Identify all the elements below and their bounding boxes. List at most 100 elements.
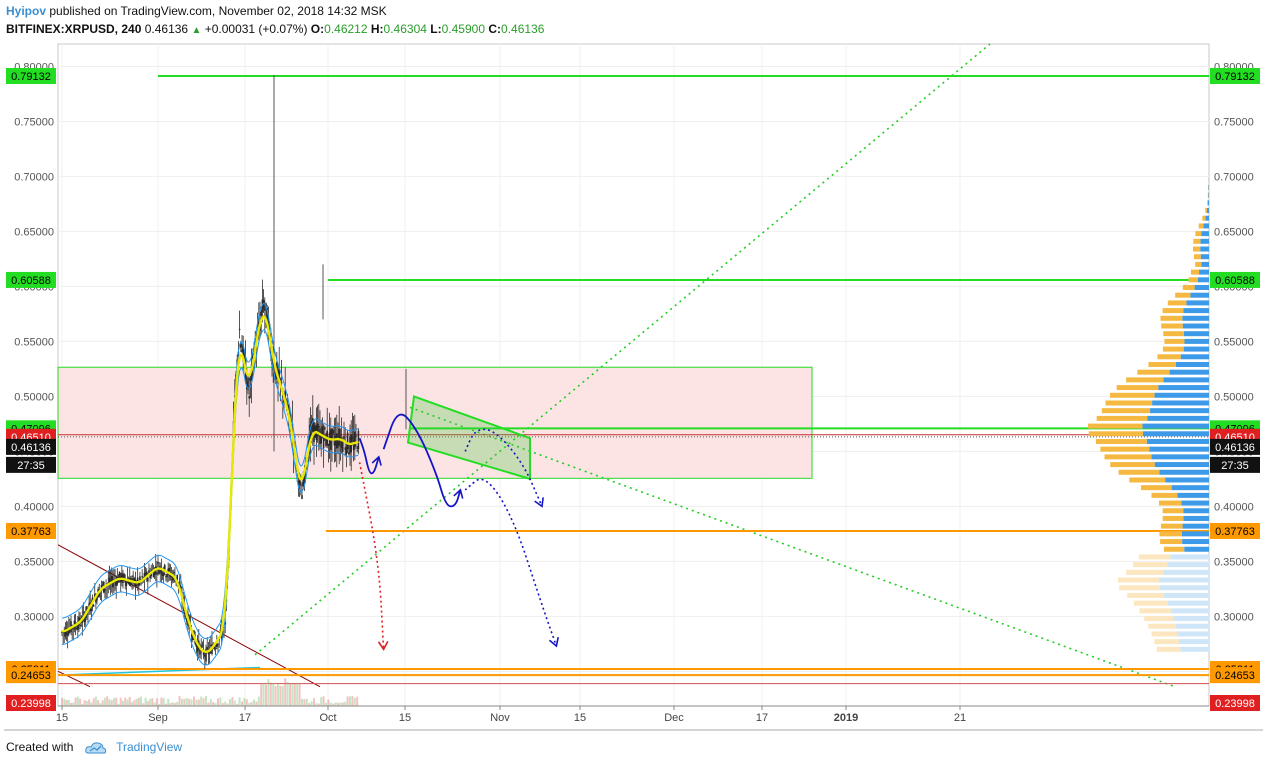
candle-body <box>204 654 206 657</box>
close-label: C: <box>488 22 502 36</box>
volume-bar <box>92 698 95 706</box>
volume-profile-bar-sell <box>1195 261 1202 267</box>
candle-body <box>82 612 85 614</box>
volume-bar <box>155 698 158 706</box>
volume-profile-bar-buy <box>1199 269 1209 275</box>
volume-profile-bar-buy <box>1142 431 1209 437</box>
candle-body <box>165 576 167 577</box>
volume-bar <box>106 696 109 706</box>
y-tick-label-right: 0.65000 <box>1214 226 1254 238</box>
candle-body <box>104 588 106 591</box>
volume-bar <box>320 696 323 706</box>
volume-bar <box>197 699 200 706</box>
volume-profile-bar-buy <box>1184 546 1209 552</box>
volume-bar <box>160 697 163 706</box>
volume-bar <box>63 698 66 706</box>
volume-bar <box>90 702 93 706</box>
low-value: 0.45900 <box>441 22 485 36</box>
volume-bar <box>329 702 332 706</box>
y-tick-label-right: 0.50000 <box>1214 391 1254 403</box>
y-tick-label-left: 0.75000 <box>14 116 54 128</box>
candle-body <box>321 426 324 437</box>
volume-bar <box>202 698 205 706</box>
volume-profile-bar-buy <box>1158 385 1209 391</box>
candle-body <box>340 439 343 448</box>
candle-body <box>96 596 98 601</box>
volume-bar <box>181 698 183 706</box>
open-value: 0.46212 <box>324 22 368 36</box>
volume-bar <box>236 703 239 706</box>
volume-bar <box>200 696 203 706</box>
volume-profile-bar-buy <box>1154 392 1209 398</box>
volume-bar <box>317 703 320 706</box>
volume-bar <box>322 696 325 706</box>
author-name[interactable]: Hyipov <box>6 4 47 18</box>
candle-body <box>95 596 97 603</box>
tradingview-link[interactable]: TradingView <box>116 740 183 754</box>
volume-profile-bar-sell <box>1154 639 1179 645</box>
volume-profile-bar-buy <box>1159 469 1209 475</box>
volume-bar <box>289 683 291 706</box>
volume-bar <box>140 696 143 706</box>
volume-profile-bar-sell <box>1148 623 1176 629</box>
candle-body <box>291 423 294 430</box>
current-price-badge-left-bg <box>6 438 56 455</box>
candle-body <box>300 484 302 486</box>
price-badge-right-text: 0.60588 <box>1215 275 1255 287</box>
volume-profile-bar-sell <box>1133 600 1168 606</box>
candle-body <box>112 582 114 588</box>
volume-profile-bar-sell <box>1088 423 1143 429</box>
up-triangle-icon: ▲ <box>191 25 202 36</box>
volume-bar <box>255 701 258 706</box>
volume-bar <box>97 700 100 706</box>
candle-body <box>121 573 123 582</box>
volume-bar <box>277 684 279 706</box>
volume-profile-bar-buy <box>1183 308 1209 314</box>
volume-profile-bar-sell <box>1195 231 1202 237</box>
current-price-badge-right-text: 0.46136 <box>1215 442 1255 454</box>
volume-bar <box>315 703 318 706</box>
arrowhead-blue <box>534 497 544 508</box>
price-badge-left-bg <box>6 695 56 711</box>
volume-profile-bar-sell <box>1162 308 1184 314</box>
volume-bar <box>231 697 234 706</box>
volume-profile-bar-buy <box>1200 246 1209 252</box>
candle-body <box>266 307 268 328</box>
candle-body <box>153 568 156 576</box>
volume-bar <box>212 701 215 706</box>
y-tick-label-left: 0.30000 <box>14 611 54 623</box>
volume-bar <box>226 703 229 706</box>
candle-body <box>216 643 218 647</box>
volume-profile-bar-buy <box>1183 346 1209 352</box>
volume-profile-bar-buy <box>1173 616 1209 622</box>
x-tick-label: 15 <box>399 712 411 724</box>
volume-profile-bar-sell <box>1188 277 1198 283</box>
volume-bar <box>344 701 347 706</box>
volume-bar <box>164 703 167 706</box>
candle-body <box>100 585 103 589</box>
x-tick-label: 15 <box>56 712 68 724</box>
volume-profile-bar-buy <box>1170 554 1209 560</box>
x-tick-label: 17 <box>756 712 768 724</box>
volume-profile-bar-sell <box>1127 592 1165 598</box>
low-label: L: <box>430 22 442 36</box>
volume-profile-bar-sell <box>1163 331 1184 337</box>
candle-body <box>312 418 314 432</box>
volume-bar <box>137 697 140 706</box>
y-tick-label-right: 0.70000 <box>1214 171 1254 183</box>
volume-profile-bar-sell <box>1100 446 1150 452</box>
price-badge-right: 0.23998 <box>1210 695 1260 711</box>
volume-profile-bar-sell <box>1159 531 1182 537</box>
volume-profile-bar-sell <box>1088 431 1143 437</box>
candle-body <box>131 578 133 582</box>
current-price-badge-left-text: 0.46136 <box>11 442 51 454</box>
volume-bar <box>70 702 73 706</box>
candle-body <box>144 572 147 579</box>
volume-profile-bar-sell <box>1156 646 1181 652</box>
volume-bar <box>286 681 289 706</box>
candle-body <box>241 349 243 353</box>
candle-body <box>219 629 222 632</box>
volume-profile-bar-buy <box>1206 208 1209 214</box>
volume-bar <box>151 698 154 706</box>
